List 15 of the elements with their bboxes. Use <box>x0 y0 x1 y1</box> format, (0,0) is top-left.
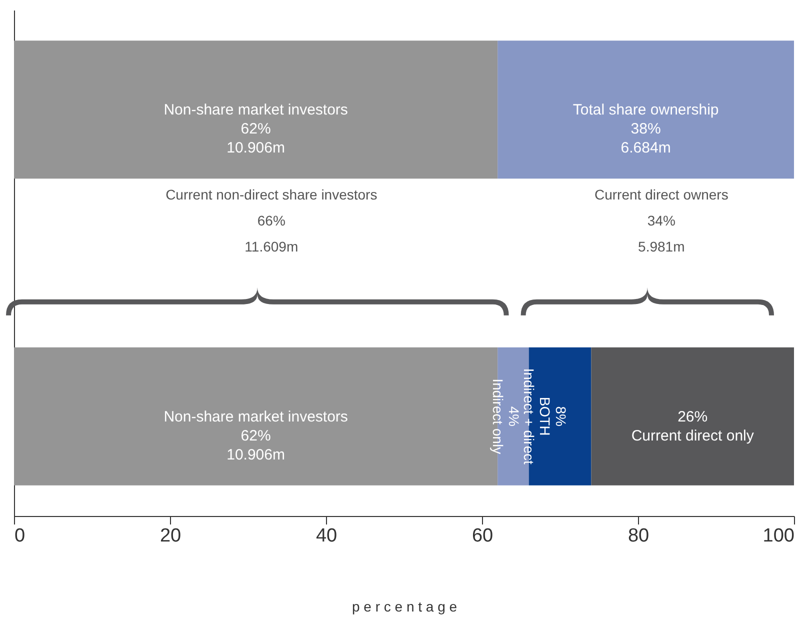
x-tick-label: 20 <box>160 526 182 546</box>
x-tick-label: 80 <box>628 526 650 546</box>
data-label: 26% Current direct only <box>631 408 754 444</box>
data-label: Total share ownership 38% 6.684m <box>572 102 719 157</box>
x-axis-title: p e r c e n t a g e <box>352 598 458 614</box>
data-label: Non-share market investors 62% 10.906m <box>164 408 348 464</box>
x-tick-label: 0 <box>14 526 26 546</box>
data-label: 8% BOTH Indirect + direct <box>521 368 569 464</box>
data-label: Non-share market investors 62% 10.906m <box>164 102 348 157</box>
annotation: Current direct owners 34% 5.981m <box>594 186 728 255</box>
x-tick-label: 40 <box>316 526 338 546</box>
data-label: 4% Indirect only <box>490 378 522 454</box>
annotation: Current non-direct share investors 66% 11.609m <box>166 186 378 255</box>
x-tick-label: 100 <box>762 526 794 546</box>
x-tick-label: 60 <box>472 526 494 546</box>
